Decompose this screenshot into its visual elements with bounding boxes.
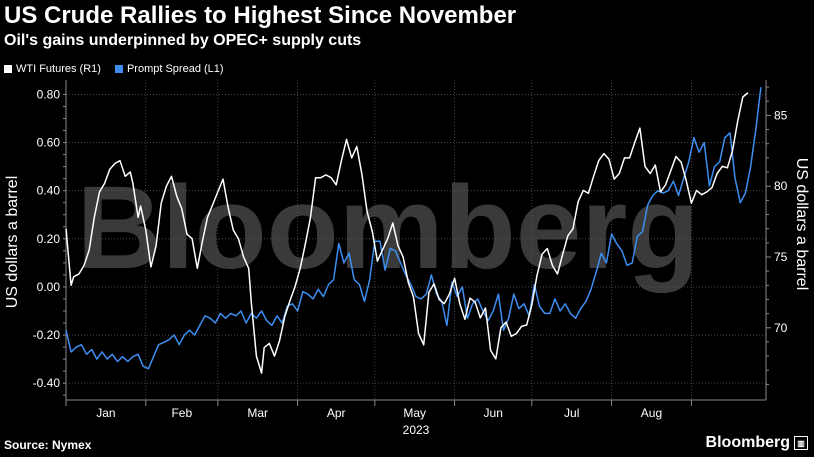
right-tick-label: 80 — [774, 179, 788, 193]
right-tick-label: 85 — [774, 108, 788, 122]
x-tick-label: Jan — [96, 406, 115, 420]
x-tick-label: Aug — [641, 406, 662, 420]
legend-item-spread: Prompt Spread (L1) — [114, 63, 224, 75]
left-tick-label: -0.40 — [33, 376, 61, 390]
chart-title: US Crude Rallies to Highest Since Novemb… — [4, 2, 517, 29]
x-tick-label: Apr — [327, 406, 346, 420]
left-tick-label: 0.60 — [37, 136, 61, 150]
x-tick-label: Jul — [564, 406, 579, 420]
legend-swatch-spread — [114, 65, 123, 73]
left-tick-label: -0.20 — [33, 328, 61, 342]
source-note: Source: Nymex — [4, 438, 92, 452]
series-line-spread — [65, 87, 762, 370]
legend: WTI Futures (R1) Prompt Spread (L1) — [4, 63, 224, 75]
right-tick-label: 75 — [774, 250, 788, 264]
left-tick-label: 0.40 — [37, 184, 61, 198]
bloomberg-watermark: Bloomberg — [77, 162, 700, 294]
bloomberg-brand: Bloomberg ▥ — [706, 434, 808, 452]
chart-subtitle: Oil's gains underpinned by OPEC+ supply … — [4, 32, 362, 49]
legend-item-wti: WTI Futures (R1) — [4, 63, 101, 75]
left-tick-label: 0.20 — [37, 232, 61, 246]
chart-share-icon[interactable]: ▥ — [794, 436, 808, 450]
left-tick-label: 0.80 — [37, 87, 61, 101]
x-tick-label: Mar — [247, 406, 268, 420]
legend-label-wti: WTI Futures (R1) — [16, 63, 101, 75]
left-tick-label: 0.00 — [37, 280, 61, 294]
right-axis-title: US dollars a barrel — [793, 158, 810, 291]
x-tick-label: May — [403, 406, 426, 420]
x-tick-label: Feb — [171, 406, 192, 420]
legend-label-spread: Prompt Spread (L1) — [126, 63, 224, 75]
x-tick-label: Jun — [484, 406, 503, 420]
x-year-label: 2023 — [403, 423, 430, 437]
legend-swatch-wti — [4, 65, 12, 73]
left-axis-title: US dollars a barrel — [4, 176, 21, 309]
series-line-wti — [65, 92, 749, 374]
brand-name: Bloomberg — [705, 434, 790, 451]
right-tick-label: 70 — [774, 321, 788, 335]
